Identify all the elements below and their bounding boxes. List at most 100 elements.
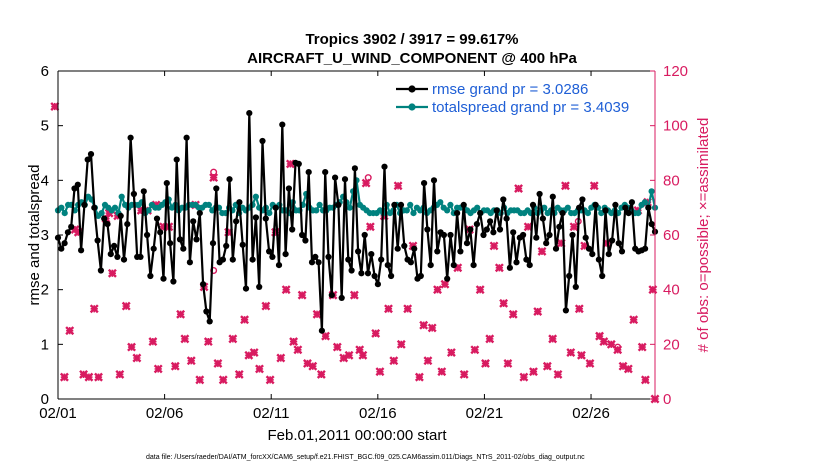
- rmse-point: [642, 245, 649, 252]
- rmse-point: [91, 204, 98, 211]
- y-right-tick-label: 80: [663, 172, 680, 189]
- assimilated-obs-point: [153, 364, 163, 374]
- y-right-tick-label: 20: [663, 336, 680, 353]
- rmse-point: [209, 240, 217, 247]
- rmse-point: [328, 292, 335, 299]
- rmse-point: [226, 176, 233, 183]
- assimilated-obs-point: [640, 375, 650, 385]
- rmse-point: [444, 275, 451, 282]
- totalspread-point: [61, 210, 68, 217]
- assimilated-obs-point: [375, 367, 385, 377]
- x-axis-ticks: 02/01 02/06 02/11 02/16 02/21 02/26: [39, 71, 610, 422]
- assimilated-obs-point: [459, 369, 469, 379]
- assimilated-obs-point: [623, 364, 633, 374]
- rmse-point: [480, 231, 487, 239]
- y-axis-left-ticks: 0 1 2 3 4 5 6: [41, 63, 63, 408]
- assimilated-obs-point: [503, 359, 513, 368]
- assimilated-obs-point: [389, 356, 399, 366]
- rmse-point: [368, 251, 375, 258]
- rmse-point: [559, 210, 566, 217]
- rmse-point: [338, 294, 345, 301]
- rmse-point: [213, 185, 220, 192]
- x-tick-label: 02/21: [466, 405, 504, 422]
- rmse-point: [233, 218, 240, 225]
- assimilated-obs-point: [589, 181, 599, 191]
- assimilated-obs-point: [170, 361, 180, 371]
- rmse-point: [533, 234, 540, 241]
- rmse-point: [157, 229, 164, 236]
- x-tick-label: 02/06: [146, 405, 184, 422]
- rmse-point: [219, 256, 226, 263]
- rmse-point: [648, 221, 655, 228]
- rmse-point: [599, 272, 606, 280]
- assimilated-obs-point: [440, 279, 450, 289]
- rmse-point: [523, 256, 530, 263]
- rmse-point: [58, 245, 65, 252]
- assimilated-obs-point: [576, 350, 586, 360]
- rmse-point: [325, 253, 332, 260]
- assimilated-obs-point: [446, 348, 456, 357]
- assimilated-obs-point: [537, 246, 547, 256]
- totalspread-point: [346, 204, 353, 211]
- assimilated-obs-point: [276, 353, 286, 363]
- totalspread-point: [118, 193, 125, 200]
- rmse-point: [364, 270, 372, 277]
- rmse-point: [272, 204, 279, 211]
- rmse-point: [153, 215, 161, 222]
- rmse-point: [546, 231, 553, 239]
- rmse-point: [467, 226, 474, 233]
- rmse-point: [615, 240, 622, 247]
- rmse-point: [97, 267, 104, 274]
- totalspread-point: [641, 199, 649, 206]
- totalspread-point: [447, 201, 454, 208]
- rmse-point: [605, 251, 612, 258]
- assimilated-obs-point: [297, 290, 307, 300]
- rmse-point: [470, 262, 477, 269]
- rmse-point: [176, 236, 184, 243]
- rmse-point: [490, 229, 497, 236]
- assimilated-obs-point: [519, 372, 529, 382]
- possible-obs-point: [614, 343, 622, 351]
- rmse-point: [289, 226, 296, 233]
- assimilated-obs-point: [281, 285, 291, 295]
- totalspread-point: [111, 204, 119, 211]
- rmse-point: [266, 248, 273, 255]
- possible-obs-point: [210, 168, 218, 176]
- rmse-point: [549, 193, 556, 200]
- rmse-point: [318, 327, 325, 334]
- totalspread-point: [58, 204, 65, 211]
- rmse-point: [618, 248, 626, 255]
- assimilated-obs-point: [414, 372, 424, 382]
- rmse-point: [87, 151, 95, 158]
- rmse-point: [239, 241, 246, 248]
- rmse-point: [107, 251, 114, 258]
- rmse-point: [536, 190, 543, 198]
- rmse-point: [120, 256, 128, 263]
- rmse-point: [206, 318, 213, 325]
- assimilated-obs-point: [249, 348, 259, 357]
- y-axis-left-label: rmse and totalspread: [26, 165, 43, 306]
- rmse-point: [167, 240, 174, 247]
- rmse-point: [407, 259, 414, 266]
- assimilated-obs-point: [403, 304, 413, 314]
- assimilated-obs-point: [427, 323, 437, 333]
- rmse-point: [384, 262, 391, 269]
- rmse-series: [54, 110, 659, 334]
- rmse-point: [520, 231, 527, 239]
- assimilated-obs-point: [293, 345, 303, 355]
- assimilated-obs-point: [321, 331, 331, 341]
- assimilated-obs-point: [548, 334, 558, 344]
- rmse-point: [460, 201, 467, 208]
- rmse-point: [282, 251, 289, 258]
- rmse-point: [447, 231, 454, 239]
- chart-title-line2: AIRCRAFT_U_WIND_COMPONENT @ 400 hPa: [247, 50, 577, 67]
- rmse-point: [371, 272, 378, 280]
- assimilated-obs-point: [186, 356, 196, 366]
- assimilated-obs-point: [89, 304, 99, 314]
- assimilated-obs-point: [228, 334, 238, 344]
- assimilated-obs-point: [585, 359, 595, 368]
- assimilated-obs-point: [255, 364, 264, 374]
- y-left-tick-label: 5: [41, 118, 49, 135]
- rmse-point: [421, 180, 428, 187]
- rmse-point: [302, 237, 309, 244]
